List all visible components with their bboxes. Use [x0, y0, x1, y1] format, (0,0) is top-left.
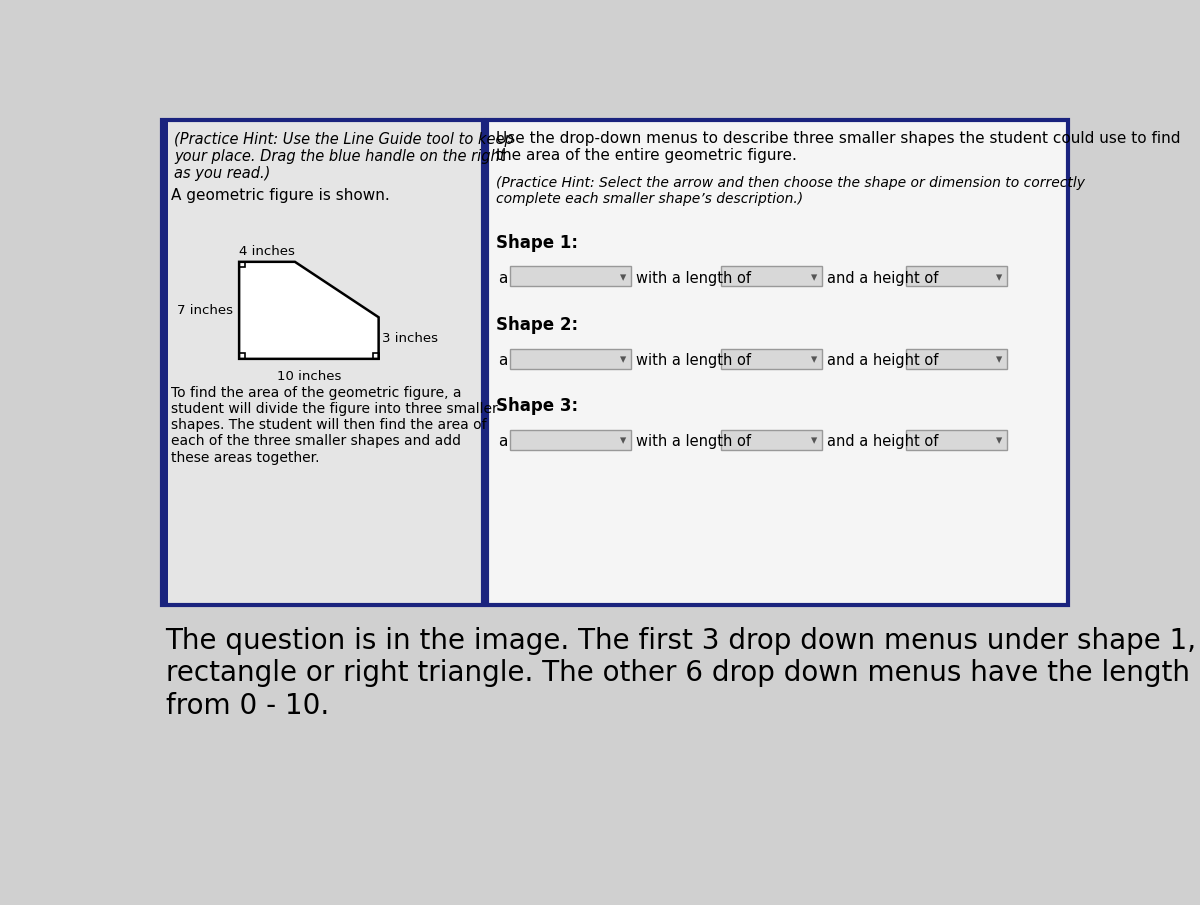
- Text: A geometric figure is shown.: A geometric figure is shown.: [170, 188, 390, 203]
- Text: and a height of: and a height of: [827, 434, 938, 449]
- Text: The question is in the image. The first 3 drop down menus under shape 1, 2, and : The question is in the image. The first …: [166, 627, 1200, 719]
- Text: Use the drop-down menus to describe three smaller shapes the student could use t: Use the drop-down menus to describe thre…: [497, 131, 1181, 163]
- Text: a: a: [498, 272, 508, 286]
- Text: (Practice Hint: Use the Line Guide tool to keep
your place. Drag the blue handle: (Practice Hint: Use the Line Guide tool …: [174, 132, 514, 182]
- Bar: [373, 354, 379, 359]
- Bar: [487, 120, 1068, 605]
- Bar: [721, 430, 822, 450]
- Bar: [721, 266, 822, 287]
- Text: with a length of: with a length of: [636, 272, 751, 286]
- Text: a: a: [498, 354, 508, 368]
- Text: with a length of: with a length of: [636, 434, 751, 449]
- Bar: [906, 348, 1007, 369]
- Text: ▾: ▾: [619, 353, 626, 367]
- Bar: [906, 266, 1007, 287]
- Text: To find the area of the geometric figure, a
student will divide the figure into : To find the area of the geometric figure…: [170, 386, 498, 464]
- Text: ▾: ▾: [619, 271, 626, 284]
- Text: 7 inches: 7 inches: [176, 304, 233, 317]
- Text: (Practice Hint: Select the arrow and then choose the shape or dimension to corre: (Practice Hint: Select the arrow and the…: [497, 176, 1086, 205]
- Text: ▾: ▾: [811, 434, 817, 447]
- Text: Shape 2:: Shape 2:: [497, 317, 578, 335]
- Text: ▾: ▾: [996, 271, 1002, 284]
- Text: ▾: ▾: [996, 434, 1002, 447]
- Text: 4 inches: 4 inches: [239, 245, 295, 258]
- Text: Shape 3:: Shape 3:: [497, 397, 578, 415]
- Text: ▾: ▾: [996, 353, 1002, 367]
- Text: and a height of: and a height of: [827, 272, 938, 286]
- Bar: [906, 430, 1007, 450]
- Bar: [510, 430, 630, 450]
- Bar: [721, 348, 822, 369]
- Text: with a length of: with a length of: [636, 354, 751, 368]
- Polygon shape: [239, 262, 379, 359]
- Bar: [239, 262, 245, 267]
- Bar: [510, 266, 630, 287]
- Text: 3 inches: 3 inches: [383, 331, 438, 345]
- Bar: [510, 348, 630, 369]
- Text: Shape 1:: Shape 1:: [497, 234, 578, 252]
- Bar: [164, 122, 168, 603]
- Text: a: a: [498, 434, 508, 449]
- Text: ▾: ▾: [811, 271, 817, 284]
- Bar: [239, 354, 245, 359]
- Text: 10 inches: 10 inches: [277, 369, 341, 383]
- Text: ▾: ▾: [811, 353, 817, 367]
- Bar: [162, 120, 484, 605]
- Text: ▾: ▾: [619, 434, 626, 447]
- Text: and a height of: and a height of: [827, 354, 938, 368]
